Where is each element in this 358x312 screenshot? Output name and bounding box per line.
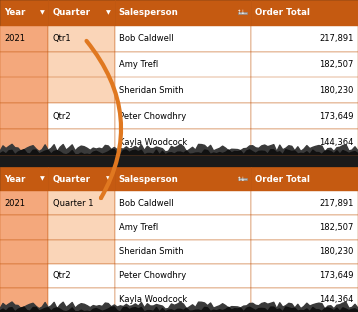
Bar xyxy=(0,103,48,129)
Text: Quarter 1: Quarter 1 xyxy=(53,199,93,208)
Text: Bob Caldwell: Bob Caldwell xyxy=(119,34,174,43)
Bar xyxy=(48,191,115,215)
Bar xyxy=(115,191,251,215)
Bar xyxy=(251,129,358,155)
Text: 144,364: 144,364 xyxy=(319,138,354,147)
Text: 173,649: 173,649 xyxy=(319,271,354,280)
Bar xyxy=(115,240,251,264)
Bar xyxy=(238,178,247,180)
Bar xyxy=(238,12,247,14)
Text: 217,891: 217,891 xyxy=(319,199,354,208)
Text: Year: Year xyxy=(4,8,26,17)
Bar xyxy=(115,52,251,77)
Text: ▼: ▼ xyxy=(39,10,44,15)
Bar xyxy=(0,26,48,52)
Text: Qtr1: Qtr1 xyxy=(53,34,71,43)
Text: 2021: 2021 xyxy=(4,199,25,208)
Text: 217,891: 217,891 xyxy=(319,34,354,43)
Text: Year: Year xyxy=(4,175,26,183)
Bar xyxy=(48,167,115,191)
Bar xyxy=(48,288,115,312)
Text: ▼: ▼ xyxy=(106,10,111,15)
Text: ↑↓: ↑↓ xyxy=(237,10,246,15)
Bar xyxy=(115,0,251,26)
Bar xyxy=(0,288,48,312)
Bar xyxy=(0,167,48,191)
Bar xyxy=(251,167,358,191)
Bar xyxy=(0,264,48,288)
Text: ▼: ▼ xyxy=(39,177,44,182)
Bar xyxy=(251,264,358,288)
Text: Peter Chowdhry: Peter Chowdhry xyxy=(119,271,186,280)
Text: 180,230: 180,230 xyxy=(319,86,354,95)
Bar xyxy=(48,264,115,288)
Bar xyxy=(251,103,358,129)
Bar xyxy=(0,191,48,215)
Bar xyxy=(115,264,251,288)
Bar xyxy=(48,52,115,77)
Bar xyxy=(48,26,115,52)
Bar xyxy=(0,240,48,264)
Bar xyxy=(48,215,115,240)
Text: Qtr2: Qtr2 xyxy=(53,112,71,121)
Text: Kayla Woodcock: Kayla Woodcock xyxy=(119,138,187,147)
Bar xyxy=(251,215,358,240)
Bar xyxy=(251,52,358,77)
Bar xyxy=(0,215,48,240)
Text: Quarter: Quarter xyxy=(53,8,91,17)
Bar xyxy=(0,77,48,103)
Text: 182,507: 182,507 xyxy=(319,223,354,232)
Bar xyxy=(251,77,358,103)
Text: Quarter: Quarter xyxy=(53,175,91,183)
Text: 182,507: 182,507 xyxy=(319,60,354,69)
FancyArrowPatch shape xyxy=(87,41,121,198)
Text: 144,364: 144,364 xyxy=(319,295,354,305)
Text: Salesperson: Salesperson xyxy=(119,175,179,183)
Bar xyxy=(0,52,48,77)
Bar xyxy=(251,191,358,215)
Text: Qtr2: Qtr2 xyxy=(53,271,71,280)
Text: Bob Caldwell: Bob Caldwell xyxy=(119,199,174,208)
Text: Sheridan Smith: Sheridan Smith xyxy=(119,247,184,256)
Bar xyxy=(115,103,251,129)
Text: Sheridan Smith: Sheridan Smith xyxy=(119,86,184,95)
Bar xyxy=(48,103,115,129)
Bar xyxy=(115,77,251,103)
Bar xyxy=(48,129,115,155)
Bar xyxy=(0,129,48,155)
Text: 180,230: 180,230 xyxy=(319,247,354,256)
Bar xyxy=(251,288,358,312)
Text: 173,649: 173,649 xyxy=(319,112,354,121)
Bar xyxy=(115,129,251,155)
Bar xyxy=(0,0,48,26)
Bar xyxy=(48,240,115,264)
Bar xyxy=(48,0,115,26)
Text: Peter Chowdhry: Peter Chowdhry xyxy=(119,112,186,121)
Text: ▼: ▼ xyxy=(106,177,111,182)
Text: Kayla Woodcock: Kayla Woodcock xyxy=(119,295,187,305)
Bar xyxy=(115,26,251,52)
Text: 2021: 2021 xyxy=(4,34,25,43)
Text: Order Total: Order Total xyxy=(255,175,310,183)
Bar xyxy=(115,215,251,240)
Text: Amy Trefl: Amy Trefl xyxy=(119,223,158,232)
Text: ↑↓: ↑↓ xyxy=(237,177,246,182)
Bar xyxy=(115,167,251,191)
Bar xyxy=(251,0,358,26)
Bar xyxy=(251,240,358,264)
Text: Amy Trefl: Amy Trefl xyxy=(119,60,158,69)
Text: Salesperson: Salesperson xyxy=(119,8,179,17)
Text: Order Total: Order Total xyxy=(255,8,310,17)
Bar xyxy=(251,26,358,52)
Bar xyxy=(115,288,251,312)
Bar xyxy=(48,77,115,103)
